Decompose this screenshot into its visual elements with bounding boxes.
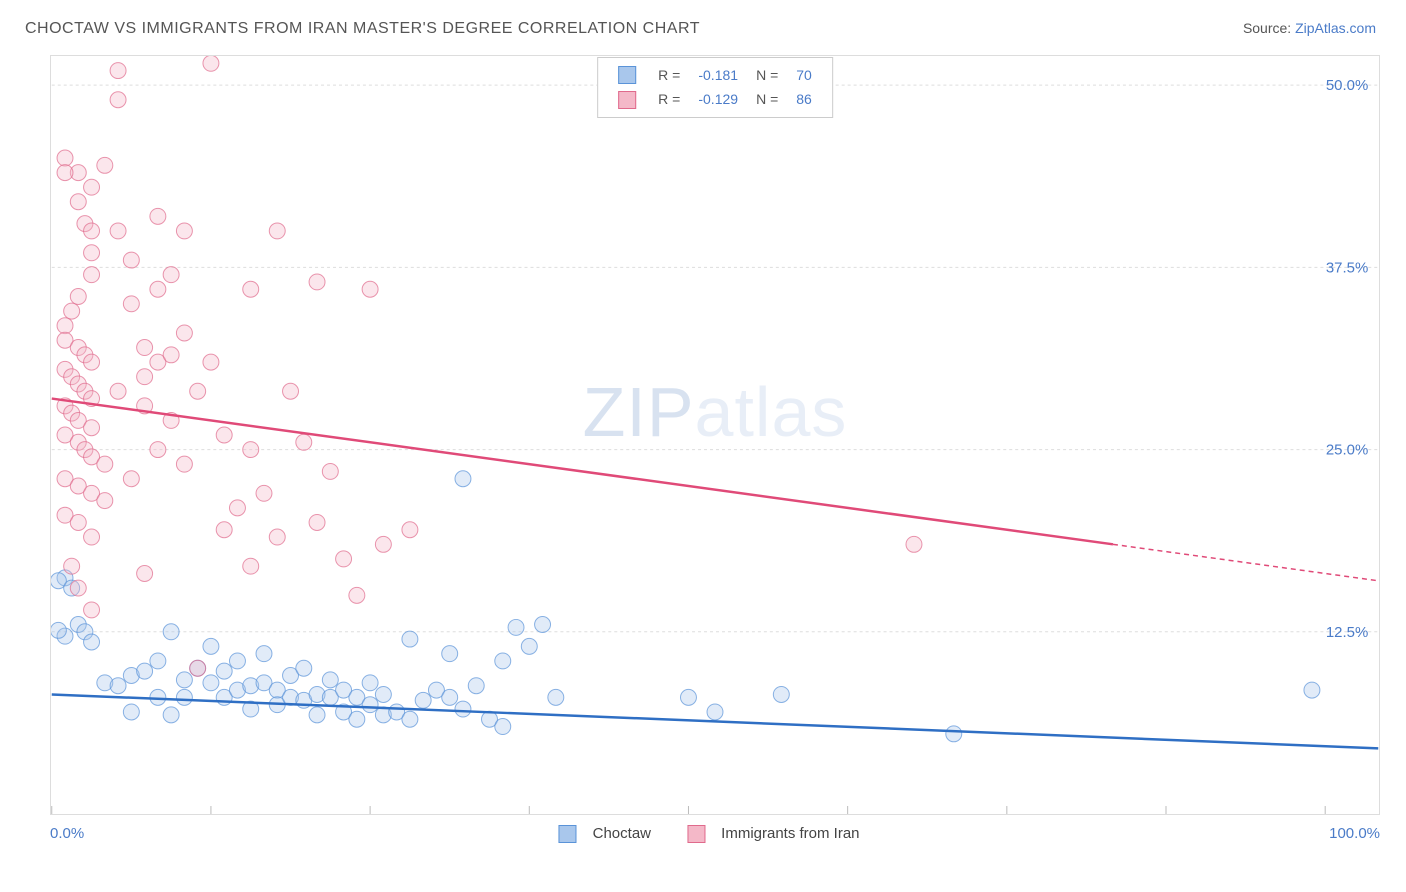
source-prefix: Source: [1243, 20, 1295, 36]
svg-text:50.0%: 50.0% [1326, 77, 1368, 94]
chart-area: 12.5%25.0%37.5%50.0% ZIPatlas R =-0.181 … [50, 55, 1380, 815]
svg-text:25.0%: 25.0% [1326, 442, 1368, 459]
x-axis-end: 100.0% [1329, 825, 1380, 842]
series-legend: Choctaw Immigrants from Iran [534, 825, 871, 843]
svg-text:37.5%: 37.5% [1326, 259, 1368, 276]
svg-text:12.5%: 12.5% [1326, 624, 1368, 641]
source-link[interactable]: ZipAtlas.com [1295, 20, 1376, 36]
correlation-legend: R =-0.181 N =70 R =-0.129 N =86 [597, 57, 833, 118]
scatter-chart: 12.5% 25.0% 37.5% 50.0% [50, 55, 1380, 815]
chart-title: CHOCTAW VS IMMIGRANTS FROM IRAN MASTER'S… [25, 20, 700, 38]
x-axis-start: 0.0% [50, 825, 84, 842]
source-attribution: Source: ZipAtlas.com [1243, 20, 1376, 36]
